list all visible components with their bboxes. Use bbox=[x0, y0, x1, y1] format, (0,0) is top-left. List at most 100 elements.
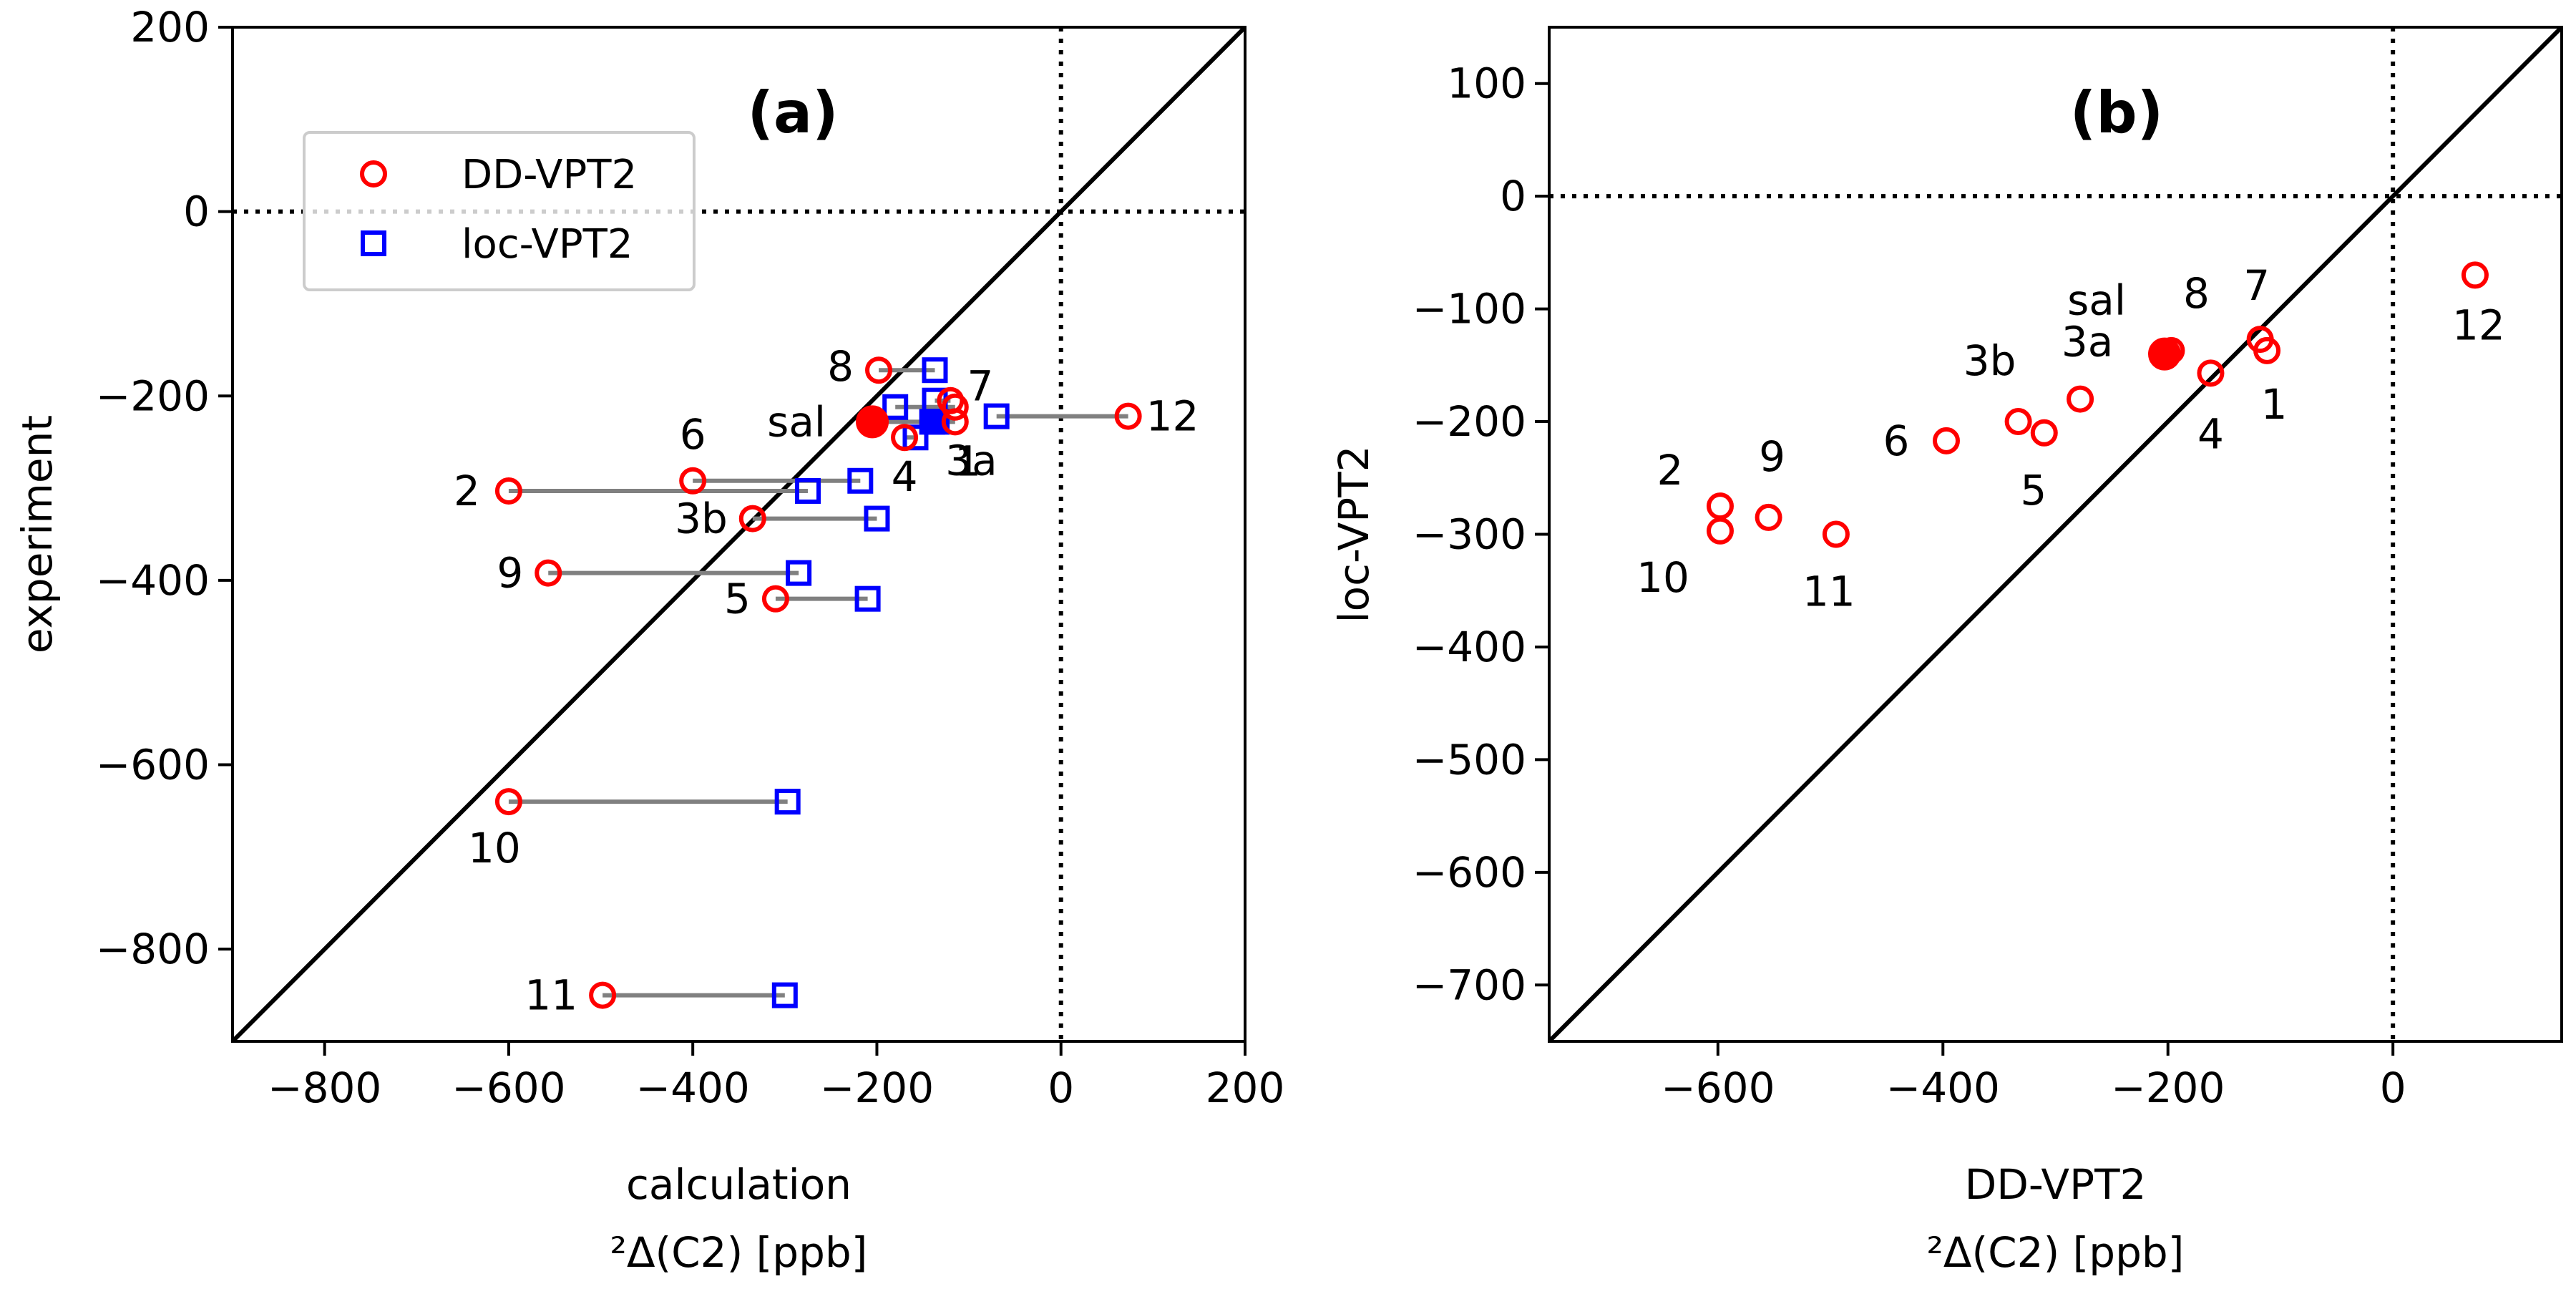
x-axis-unit: ²Δ(C2) [ppb] bbox=[1927, 1228, 2185, 1277]
loc-vpt2-marker bbox=[902, 424, 929, 451]
loc-vpt2-marker bbox=[774, 789, 801, 815]
dd-vpt2-marker bbox=[937, 386, 965, 414]
point-label: 11 bbox=[1802, 568, 1855, 616]
x-tick-label: −200 bbox=[2111, 1064, 2225, 1112]
loc-vpt2-marker bbox=[919, 409, 945, 435]
y-tick-label: −300 bbox=[1413, 510, 1526, 559]
data-point bbox=[2004, 408, 2032, 436]
plot-area bbox=[1549, 27, 2562, 1041]
point-label: 11 bbox=[525, 971, 577, 1020]
data-point bbox=[2067, 385, 2094, 413]
loc-vpt2-marker bbox=[786, 560, 812, 586]
legend-loc-vpt2-marker bbox=[361, 230, 386, 256]
x-axis-label: DD-VPT2 bbox=[1965, 1160, 2147, 1209]
panel-label: (a) bbox=[747, 79, 838, 146]
panel-label: (b) bbox=[2070, 79, 2163, 146]
y-tick-label: 0 bbox=[1500, 172, 1526, 220]
point-label: sal bbox=[767, 397, 826, 446]
dd-vpt2-marker bbox=[494, 788, 522, 816]
point-label: 1 bbox=[955, 437, 981, 485]
loc-vpt2-marker bbox=[922, 357, 948, 384]
y-tick-label: −600 bbox=[96, 741, 210, 789]
y-tick-label: −500 bbox=[1413, 735, 1526, 784]
legend-loc-vpt2-label: loc-VPT2 bbox=[462, 221, 633, 268]
point-label: 2 bbox=[454, 467, 480, 515]
data-point bbox=[1706, 492, 1734, 520]
x-tick-label: −600 bbox=[1661, 1064, 1775, 1112]
y-tick-label: −200 bbox=[1413, 397, 1526, 446]
point-label: 4 bbox=[2197, 409, 2224, 458]
legend: DD-VPT2 loc-VPT2 bbox=[303, 131, 696, 291]
point-label: 9 bbox=[497, 549, 523, 598]
loc-vpt2-marker bbox=[794, 477, 821, 504]
x-tick-label: −200 bbox=[820, 1064, 934, 1112]
y-tick-label: −400 bbox=[96, 556, 210, 605]
y-axis-label: loc-VPT2 bbox=[1330, 445, 1378, 623]
point-label: 10 bbox=[468, 824, 521, 872]
plot-frame bbox=[231, 26, 1246, 1043]
point-label: 5 bbox=[2020, 466, 2046, 515]
data-point bbox=[2030, 419, 2058, 447]
point-label: 12 bbox=[1146, 392, 1199, 441]
loc-vpt2-marker bbox=[854, 585, 881, 612]
dd-vpt2-marker bbox=[494, 477, 522, 505]
data-point bbox=[1755, 503, 1782, 531]
x-tick-label: −400 bbox=[636, 1064, 750, 1112]
legend-dd-vpt2-marker bbox=[360, 160, 387, 188]
x-tick-label: 0 bbox=[1048, 1064, 1074, 1112]
point-label: 5 bbox=[724, 575, 751, 623]
y-tick-label: −200 bbox=[96, 371, 210, 420]
point-label: 8 bbox=[2183, 269, 2210, 318]
dd-vpt2-marker bbox=[891, 424, 919, 452]
point-label: 1 bbox=[2261, 380, 2288, 429]
loc-vpt2-marker bbox=[771, 982, 798, 1008]
dd-vpt2-marker bbox=[856, 405, 889, 439]
data-point bbox=[2246, 326, 2274, 354]
point-label: 7 bbox=[2243, 261, 2270, 310]
point-label: 4 bbox=[892, 452, 918, 501]
x-axis-unit: ²Δ(C2) [ppb] bbox=[610, 1228, 868, 1277]
data-point bbox=[2197, 359, 2225, 387]
point-label: 9 bbox=[1759, 432, 1785, 481]
x-tick-label: 200 bbox=[1206, 1064, 1285, 1112]
data-point bbox=[2461, 261, 2489, 289]
panel-b: −600 −400 −200 0 −700 −600 −500 −400 −300 −200 −10… bbox=[1330, 26, 2563, 1277]
point-label: 6 bbox=[680, 410, 706, 459]
x-tick-label: −800 bbox=[268, 1064, 381, 1112]
x-tick-label: −400 bbox=[1886, 1064, 2000, 1112]
data-point bbox=[2148, 337, 2182, 371]
point-label: 6 bbox=[1883, 417, 1910, 465]
point-label: sal bbox=[2067, 276, 2126, 325]
data-point bbox=[1822, 520, 1850, 548]
dd-vpt2-marker bbox=[865, 356, 893, 384]
diagonal-line bbox=[233, 27, 1245, 1041]
dd-vpt2-marker bbox=[761, 585, 789, 613]
legend-dd-vpt2-label: DD-VPT2 bbox=[462, 152, 637, 198]
point-label: 3b bbox=[1963, 336, 2016, 385]
point-label: 3a bbox=[2062, 318, 2113, 366]
x-axis-label: calculation bbox=[626, 1160, 852, 1209]
point-label: 10 bbox=[1636, 553, 1689, 602]
y-tick-label: 100 bbox=[1447, 59, 1526, 108]
y-tick-label: −100 bbox=[1413, 285, 1526, 334]
x-tick-label: 0 bbox=[2380, 1064, 2406, 1112]
data-point bbox=[1706, 517, 1734, 545]
plot-area bbox=[233, 27, 1245, 1041]
legend-box bbox=[303, 131, 696, 291]
loc-vpt2-marker bbox=[983, 403, 1010, 429]
diagonal-line bbox=[1549, 27, 2562, 1041]
x-tick-label: −600 bbox=[452, 1064, 565, 1112]
y-tick-label: −600 bbox=[1413, 848, 1526, 897]
point-label: 12 bbox=[2452, 301, 2505, 349]
y-axis-label: experiment bbox=[13, 415, 62, 653]
point-label: 8 bbox=[827, 342, 854, 391]
point-label: 3a bbox=[945, 437, 997, 485]
y-tick-label: 200 bbox=[130, 3, 210, 52]
dd-vpt2-marker bbox=[738, 505, 766, 532]
data-point bbox=[1932, 427, 1960, 454]
y-tick-label: 0 bbox=[183, 188, 210, 236]
dd-vpt2-marker bbox=[589, 981, 617, 1009]
loc-vpt2-marker bbox=[882, 394, 909, 420]
panel-a: −800 −600 −400 −200 0 200 −800 −600 −400 −200 0 200… bbox=[13, 3, 1284, 1277]
